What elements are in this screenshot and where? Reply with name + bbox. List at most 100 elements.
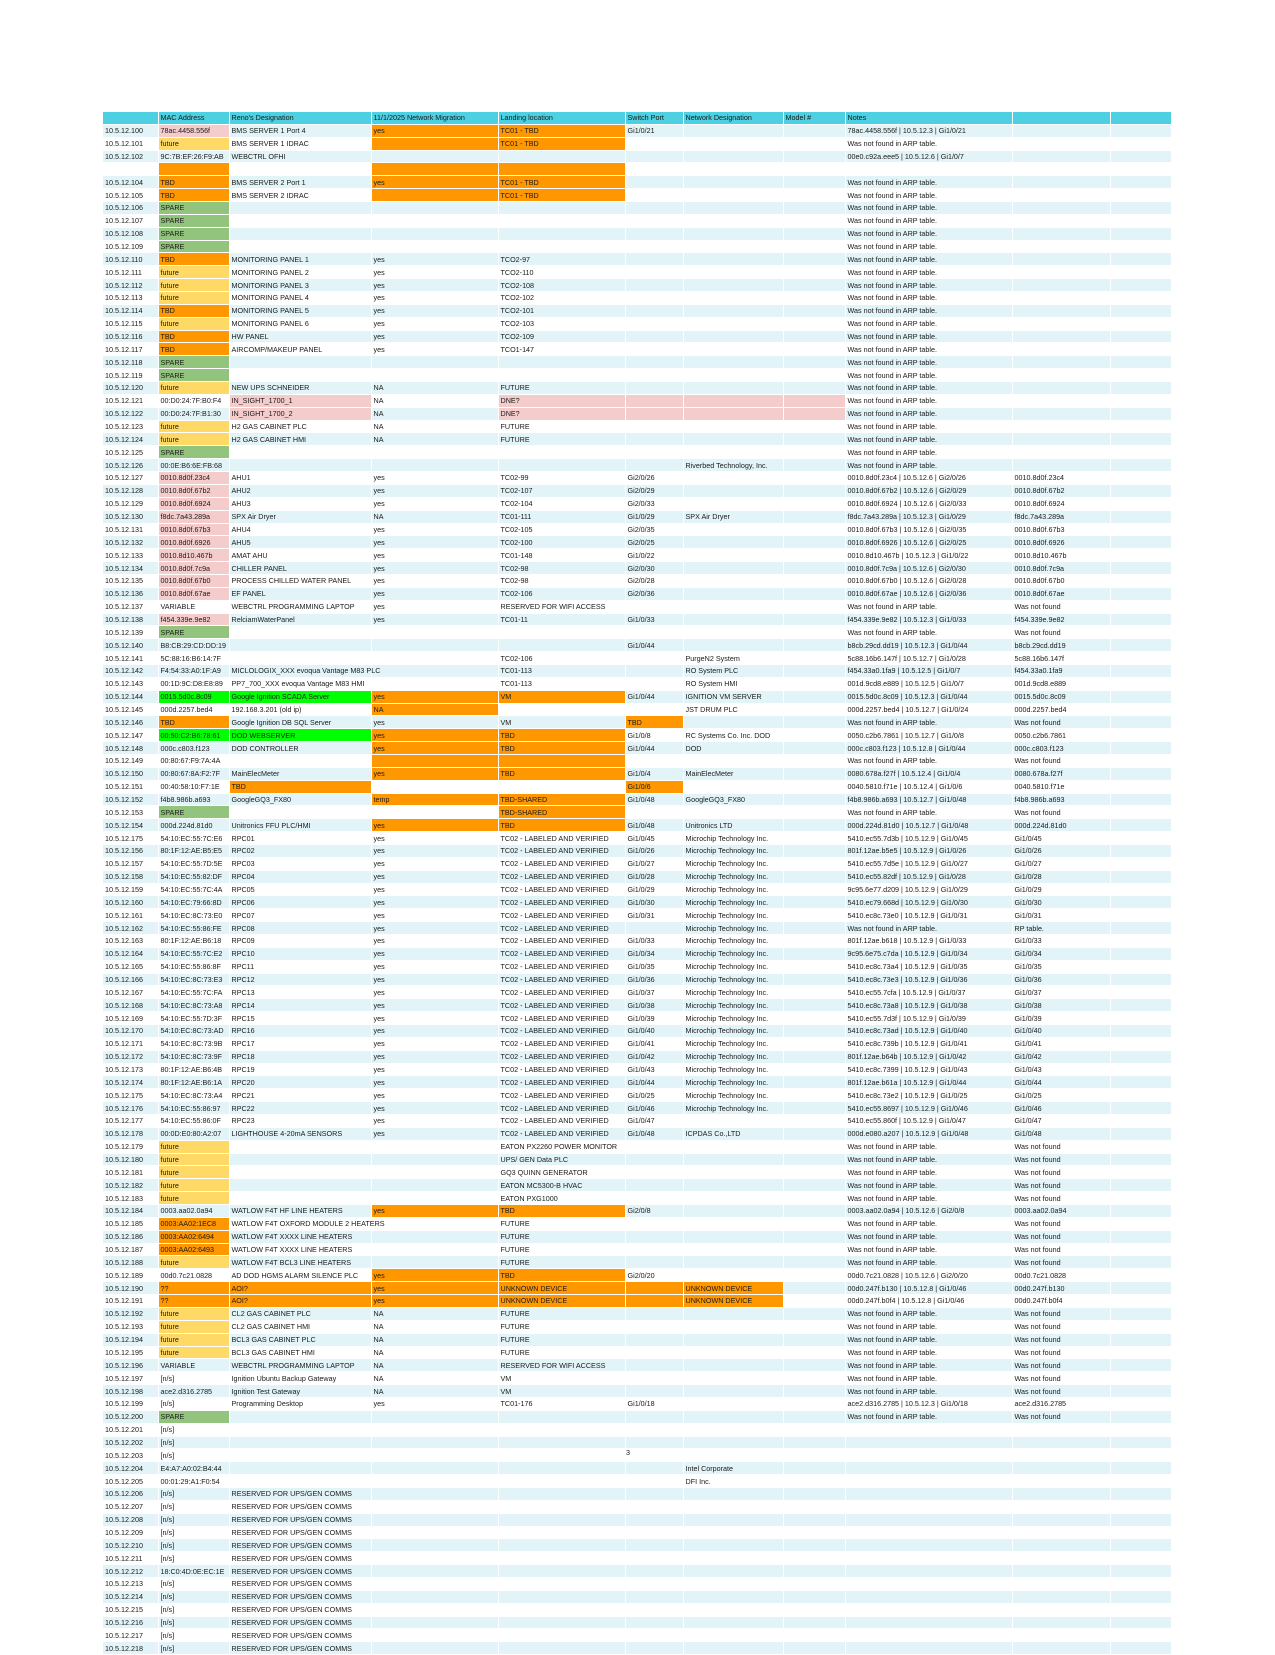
cell-ip-address: 10.5.12.175: [103, 831, 159, 845]
cell-model-number: [783, 510, 846, 524]
cell-ip-address: 10.5.12.194: [103, 1333, 159, 1347]
cell-ip-address: 10.5.12.105: [103, 188, 159, 203]
cell-ip-address: 10.5.12.126: [103, 458, 159, 473]
cell-network-designation: [683, 574, 784, 588]
cell-mac-address: future: [158, 1178, 230, 1193]
table-row: 10.5.12.133 0010.8d10.467b AMAT AHU yes TC01…: [103, 548, 1172, 563]
cell-extra-1: Gi1/0/43: [1012, 1063, 1111, 1077]
table-row: 10.5.12.138 f454.339e.9e82 RelciamWaterPan…: [103, 613, 1172, 627]
cell-model-number: [783, 1165, 846, 1180]
cell-model-number: [783, 1127, 846, 1141]
cell-extra-2: [1110, 1217, 1172, 1231]
cell-extra-1: f8dc.7a43.289a: [1012, 510, 1111, 524]
cell-renos-designation: AMAT AHU: [229, 548, 372, 563]
cell-mac-address: 00:01:29:A1:F0:54: [158, 1474, 230, 1488]
cell-model-number: [783, 535, 846, 550]
cell-switch-port: [625, 1513, 684, 1527]
cell-notes: Was not found in ARP table.: [845, 1255, 1013, 1270]
cell-ip-address: 10.5.12.154: [103, 818, 159, 833]
cell-switch-port: [625, 1294, 684, 1308]
cell-renos-designation: RPC08: [229, 921, 372, 935]
cell-switch-port: [625, 137, 684, 151]
cell-switch-port: Gi1/0/33: [625, 934, 684, 948]
cell-notes: 5410.ec55.7d3f | 10.5.12.9 | Gi1/0/39: [845, 1011, 1013, 1026]
cell-notes: Was not found in ARP table.: [845, 1371, 1013, 1386]
cell-extra-1: Gi1/0/34: [1012, 947, 1111, 961]
table-row: 10.5.12.158 54:10:EC:55:82:DF RPC04 yes TC02…: [103, 870, 1172, 884]
cell-notes: 9c95.6e75.c7da | 10.5.12.9 | Gi1/0/34: [845, 947, 1013, 961]
cell-model-number: [783, 1294, 846, 1308]
cell-network-migration: [371, 1255, 499, 1270]
table-row: 10.5.12.163 80:1F:12:AE:B6:18 RPC09 yes TC02…: [103, 934, 1172, 948]
cell-notes: Was not found in ARP table.: [845, 1140, 1013, 1154]
cell-extra-1: Gi1/0/33: [1012, 934, 1111, 948]
cell-mac-address: 54:10:EC:55:86:0F: [158, 1114, 230, 1128]
table-row: 10.5.12.147 00:50:C2:B6:78:61 DOD WEBSERVE…: [103, 728, 1172, 743]
cell-network-designation: [683, 240, 784, 254]
cell-network-migration: yes: [371, 741, 499, 755]
cell-network-migration: yes: [371, 613, 499, 627]
cell-network-designation: [683, 1616, 784, 1630]
cell-extra-2: [1110, 1448, 1172, 1463]
cell-extra-2: [1110, 703, 1172, 717]
cell-network-migration: [371, 664, 499, 678]
table-row: 10.5.12.136 0010.8d0f.67ae EF PANEL yes TC02…: [103, 587, 1172, 601]
cell-network-designation: [683, 368, 784, 383]
cell-landing-location: FUTURE: [498, 381, 626, 395]
cell-mac-address: 00:D0:24:7F:B1:30: [158, 407, 230, 421]
table-row: 10.5.12.144 0015.5d0c.8c09 Google Ignition…: [103, 690, 1172, 704]
cell-landing-location: TBD-SHARED: [498, 805, 626, 820]
cell-switch-port: Gi1/0/46: [625, 1101, 684, 1116]
cell-renos-designation: AHU5: [229, 535, 372, 550]
cell-landing-location: TC02 - LABELED AND VERIFIED: [498, 1114, 626, 1128]
cell-network-migration: [371, 638, 499, 653]
cell-notes: [845, 1526, 1013, 1540]
cell-model-number: [783, 895, 846, 910]
cell-extra-1: Gi1/0/27: [1012, 857, 1111, 871]
cell-extra-1: Gi1/0/28: [1012, 870, 1111, 884]
cell-network-migration: yes: [371, 1294, 499, 1308]
cell-mac-address: future: [158, 420, 230, 434]
cell-landing-location: FUTURE: [498, 1217, 626, 1231]
cell-notes: 801f.12ae.b61a | 10.5.12.9 | Gi1/0/44: [845, 1075, 1013, 1090]
cell-network-designation: [683, 1268, 784, 1283]
cell-landing-location: UNKNOWN DEVICE: [498, 1294, 626, 1308]
cell-extra-2: [1110, 1075, 1172, 1090]
cell-model-number: [783, 445, 846, 460]
cell-model-number: [783, 1204, 846, 1218]
cell-notes: [845, 1590, 1013, 1604]
cell-notes: Was not found in ARP table.: [845, 214, 1013, 228]
cell-landing-location: VM: [498, 690, 626, 704]
cell-network-migration: [371, 651, 499, 665]
cell-landing-location: TC02 - LABELED AND VERIFIED: [498, 1050, 626, 1064]
cell-model-number: [783, 1101, 846, 1116]
cell-extra-2: [1110, 587, 1172, 601]
cell-model-number: [783, 1538, 846, 1553]
cell-mac-address: future: [158, 317, 230, 331]
cell-landing-location: FUTURE: [498, 420, 626, 434]
cell-extra-2: [1110, 921, 1172, 935]
cell-extra-1: 0010.8d0f.7c9a: [1012, 561, 1111, 575]
cell-switch-port: Gi1/0/26: [625, 844, 684, 858]
cell-mac-address: future: [158, 291, 230, 305]
cell-landing-location: RESERVED FOR WIFI ACCESS: [498, 600, 626, 614]
cell-switch-port: [625, 1230, 684, 1244]
cell-ip-address: 10.5.12.166: [103, 973, 159, 987]
cell-renos-designation: [229, 445, 372, 460]
cell-landing-location: [498, 1448, 626, 1463]
table-row: 10.5.12.151 00:40:58:10:F7:1E TBD Gi1/0/6 00…: [103, 780, 1172, 794]
cell-ip-address: 10.5.12.218: [103, 1641, 159, 1655]
cell-notes: 0010.8d0f.7c9a | 10.5.12.6 | Gi2/0/30: [845, 561, 1013, 575]
cell-extra-1: Gi1/0/41: [1012, 1037, 1111, 1051]
cell-ip-address: 10.5.12.212: [103, 1564, 159, 1578]
cell-network-designation: Microchip Technology Inc.: [683, 844, 784, 858]
cell-landing-location: TC02 - LABELED AND VERIFIED: [498, 985, 626, 1000]
cell-renos-designation: RESERVED FOR UPS/GEN COMMS: [229, 1551, 372, 1566]
table-row: 10.5.12.185 0003:AA02:1EC8 WATLOW F4T OXFO…: [103, 1217, 1172, 1231]
table-row: 10.5.12.206 [n/s] RESERVED FOR UPS/GEN COM…: [103, 1487, 1172, 1501]
cell-network-designation: [683, 1551, 784, 1566]
cell-landing-location: [498, 162, 626, 177]
cell-notes: 5410.ec8c.73a8 | 10.5.12.9 | Gi1/0/38: [845, 998, 1013, 1013]
cell-landing-location: EATON PXG1000: [498, 1191, 626, 1206]
cell-renos-designation: RESERVED FOR UPS/GEN COMMS: [229, 1564, 372, 1578]
